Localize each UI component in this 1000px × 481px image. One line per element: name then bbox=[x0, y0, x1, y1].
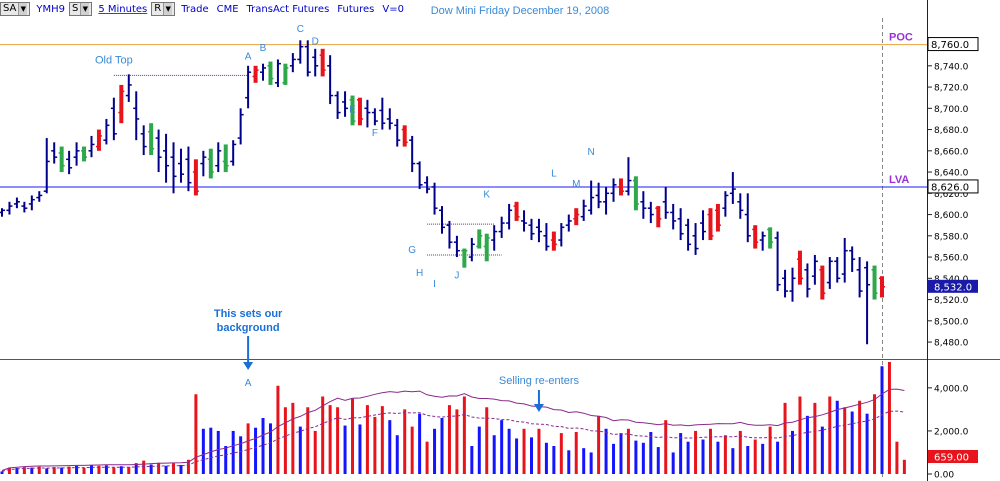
price-tick-label: 8,720.0 bbox=[934, 84, 969, 94]
price-annotation: F bbox=[372, 128, 378, 139]
last-price-box bbox=[928, 279, 978, 293]
last-volume-box bbox=[928, 450, 978, 463]
price-annotation: H bbox=[416, 268, 423, 279]
price-tick-label: 8,500.0 bbox=[934, 317, 969, 327]
price-annotation: C bbox=[297, 24, 304, 35]
arrow-down-icon bbox=[533, 404, 544, 412]
toolbar-item-feed[interactable]: TransAct Futures bbox=[246, 3, 330, 15]
symbol-select[interactable]: SA ▼ bbox=[0, 2, 31, 16]
timeframe-selector[interactable]: 5 Minutes bbox=[98, 3, 148, 15]
price-tick-label: 8,600.0 bbox=[934, 211, 969, 221]
price-tick-label: 8,640.0 bbox=[934, 169, 969, 179]
volume-annotation: A bbox=[245, 378, 252, 389]
price-annotation: B bbox=[260, 43, 267, 54]
price-annotation: G bbox=[408, 245, 416, 256]
range-select[interactable]: R ▼ bbox=[151, 2, 176, 16]
reference-value-box bbox=[927, 179, 979, 194]
reference-value-label: 8,760.0 bbox=[931, 40, 969, 51]
volume-annotation: Selling re-enters bbox=[499, 375, 580, 387]
chevron-down-icon[interactable]: ▼ bbox=[163, 3, 173, 15]
toolbar-item-type[interactable]: Futures bbox=[337, 3, 375, 15]
volume-tick-label: 0.00 bbox=[934, 471, 954, 481]
toolbar-item-volume[interactable]: V=0 bbox=[382, 3, 404, 15]
symbol-box-label: SA bbox=[3, 3, 17, 14]
price-annotation: I bbox=[433, 279, 436, 290]
price-annotation: L bbox=[551, 168, 557, 179]
price-tick-label: 8,520.0 bbox=[934, 296, 969, 306]
last-volume-label: 659.00 bbox=[934, 453, 969, 464]
reference-value-box bbox=[927, 37, 979, 52]
annotation-background-line2: background bbox=[217, 322, 280, 334]
price-tick-label: 8,580.0 bbox=[934, 232, 969, 242]
price-annotation: N bbox=[588, 147, 595, 158]
price-tick-label: 8,480.0 bbox=[934, 339, 969, 349]
price-tick-label: 8,560.0 bbox=[934, 254, 969, 264]
toolbar: SA ▼ YMH9 S ▼ 5 Minutes R ▼ Trade CME Trans… bbox=[0, 0, 408, 18]
price-annotation: J bbox=[454, 270, 459, 281]
chevron-down-icon[interactable]: ▼ bbox=[80, 3, 90, 15]
volume-tick-label: 2,000.0 bbox=[934, 427, 969, 437]
price-tick-label: 8,740.0 bbox=[934, 62, 969, 72]
volume-tick-label: 4,000.0 bbox=[934, 384, 969, 394]
chevron-down-icon[interactable]: ▼ bbox=[18, 3, 28, 15]
reference-value-label: 8,626.0 bbox=[931, 182, 969, 193]
price-annotation: K bbox=[483, 190, 490, 201]
price-tick-label: 8,700.0 bbox=[934, 105, 969, 115]
series-box-label: S bbox=[72, 3, 79, 14]
price-tick-label: 8,680.0 bbox=[934, 126, 969, 136]
arrow-down-icon bbox=[243, 362, 254, 370]
price-annotation: D bbox=[312, 37, 319, 48]
toolbar-item-trade[interactable]: Trade bbox=[181, 3, 209, 15]
price-annotation: A bbox=[245, 51, 252, 62]
reference-label-lva: LVA bbox=[889, 174, 909, 186]
price-annotation: E bbox=[349, 105, 356, 116]
price-tick-label: 8,620.0 bbox=[934, 190, 969, 200]
reference-label-poc: POC bbox=[889, 32, 913, 44]
series-select[interactable]: S ▼ bbox=[69, 2, 93, 16]
symbol-label[interactable]: YMH9 bbox=[36, 3, 65, 15]
volume-average-line bbox=[1, 388, 905, 471]
chart-title: Dow Mini Friday December 19, 2008 bbox=[431, 5, 610, 17]
annotation-background-line1: This sets our bbox=[214, 308, 283, 320]
range-box-label: R bbox=[154, 3, 162, 14]
price-annotation: M bbox=[572, 179, 580, 190]
last-price-label: 8,532.0 bbox=[934, 282, 972, 293]
price-tick-label: 8,660.0 bbox=[934, 147, 969, 157]
toolbar-item-exchange[interactable]: CME bbox=[216, 3, 239, 15]
price-annotation: Old Top bbox=[95, 55, 133, 67]
volume-average-dashed-line bbox=[1, 410, 905, 472]
